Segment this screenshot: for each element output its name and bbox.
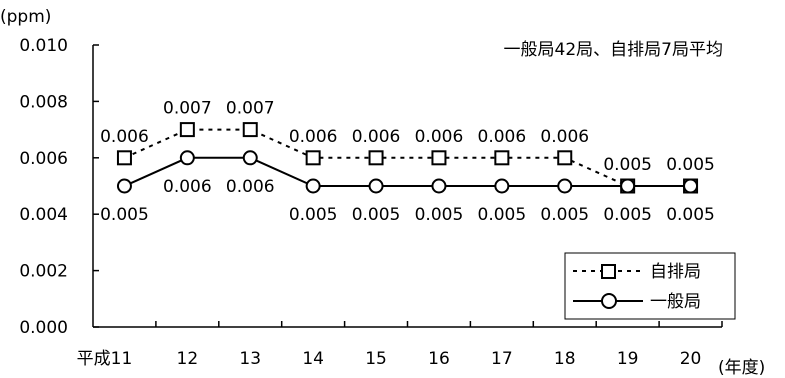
- square-point: [116, 150, 132, 166]
- x-tick-label: 平成11: [77, 349, 133, 369]
- data-label-ippan: 0.005: [666, 205, 715, 225]
- legend-circle-marker: [601, 293, 617, 309]
- data-label-ippan: 0.006: [226, 177, 275, 197]
- square-point: [431, 150, 447, 166]
- x-tick-label: 17: [491, 349, 513, 369]
- data-label-ippan: 0.005: [603, 205, 652, 225]
- x-tick-label: 13: [239, 349, 261, 369]
- x-tick-label: 14: [302, 349, 324, 369]
- square-point: [242, 122, 258, 138]
- y-tick-label: 0.004: [19, 205, 68, 225]
- data-label-jihai: 0.005: [666, 155, 715, 175]
- data-label-jihai: 0.006: [415, 127, 464, 147]
- data-labels: 0.006 0.007 0.007 0.006 0.006 0.006 0.006 0.006…: [100, 99, 715, 225]
- legend-item-jihai: 自排局: [573, 262, 701, 282]
- y-tick-label: 0.006: [19, 149, 68, 169]
- legend: 自排局 一般局: [564, 252, 736, 320]
- square-point: [368, 150, 384, 166]
- data-label-ippan: 0.005: [415, 205, 464, 225]
- data-label-jihai: 0.005: [603, 155, 652, 175]
- data-label-jihai: 0.006: [100, 127, 149, 147]
- data-label-jihai: 0.006: [478, 127, 527, 147]
- legend-square-marker: [601, 264, 616, 279]
- series-line-square: [124, 128, 691, 187]
- circle-point: [620, 178, 636, 194]
- x-tick-label: 16: [428, 349, 450, 369]
- data-label-jihai: 0.006: [289, 127, 338, 147]
- x-tick-label: 20: [680, 349, 702, 369]
- series-layer: [116, 122, 699, 194]
- x-tick-label: 18: [554, 349, 576, 369]
- y-tick-label: 0.010: [19, 36, 68, 56]
- data-label-ippan: 0.005: [540, 205, 589, 225]
- data-label-ippan: 0.005: [100, 205, 149, 225]
- y-tick-label: 0.002: [19, 262, 68, 282]
- square-point: [494, 150, 510, 166]
- circle-point: [179, 150, 195, 166]
- square-point: [179, 122, 195, 138]
- data-label-ippan: 0.005: [352, 205, 401, 225]
- chart-annotation: 一般局42局、自排局7局平均: [504, 40, 723, 60]
- y-unit-label: (ppm): [0, 7, 51, 27]
- x-tick-label: 15: [365, 349, 387, 369]
- legend-label-ippan: 一般局: [650, 292, 701, 312]
- data-label-jihai: 0.007: [163, 99, 212, 119]
- circle-point: [305, 178, 321, 194]
- circle-point: [494, 178, 510, 194]
- data-label-ippan: 0.005: [478, 205, 527, 225]
- square-point: [305, 150, 321, 166]
- data-label-jihai: 0.007: [226, 99, 275, 119]
- legend-item-ippan: 一般局: [573, 292, 701, 312]
- y-tick-label: 0.000: [19, 318, 68, 338]
- x-tick-label: 19: [617, 349, 639, 369]
- square-point: [557, 150, 573, 166]
- circle-point: [431, 178, 447, 194]
- data-label-jihai: 0.006: [540, 127, 589, 147]
- circle-point: [557, 178, 573, 194]
- circle-point: [683, 178, 699, 194]
- legend-label-jihai: 自排局: [650, 262, 701, 282]
- x-unit-label: (年度): [718, 358, 765, 378]
- axes: 0.000 0.002 0.004 0.006 0.008 0.010 平成11 12 13 14…: [19, 36, 723, 369]
- circle-point: [368, 178, 384, 194]
- circle-point: [116, 178, 132, 194]
- y-tick-label: 0.008: [19, 92, 68, 112]
- data-label-jihai: 0.006: [352, 127, 401, 147]
- series-line-circle: [124, 156, 691, 187]
- data-label-ippan: 0.006: [163, 177, 212, 197]
- data-label-ippan: 0.005: [289, 205, 338, 225]
- legend-box: [564, 252, 736, 320]
- circle-point: [242, 150, 258, 166]
- x-tick-label: 12: [177, 349, 199, 369]
